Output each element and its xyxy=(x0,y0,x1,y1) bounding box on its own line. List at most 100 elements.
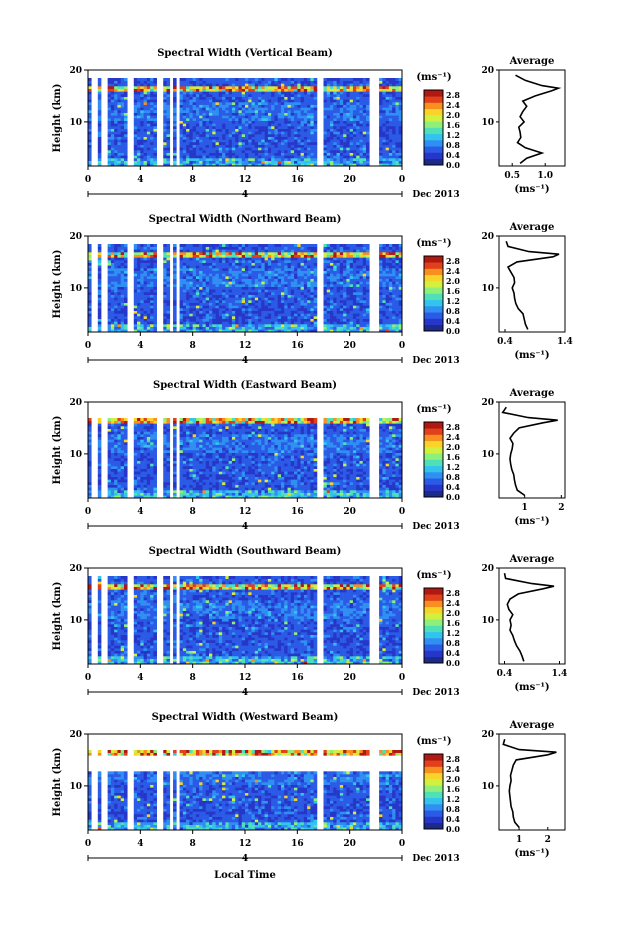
heatmap-cell xyxy=(261,155,265,159)
heatmap-cell xyxy=(385,102,390,105)
heatmap-cell xyxy=(274,126,279,129)
heatmap-cell xyxy=(140,316,144,319)
heatmap-cell xyxy=(137,118,141,121)
heatmap-cell xyxy=(107,118,112,121)
heatmap-cell xyxy=(97,244,102,247)
heatmap-cell xyxy=(146,78,151,81)
heatmap-cell xyxy=(150,324,154,327)
heatmap-cell xyxy=(117,99,122,103)
heatmap-cell xyxy=(117,96,122,100)
heatmap-cell xyxy=(195,305,200,309)
heatmap-cell xyxy=(212,294,216,298)
heatmap-cell xyxy=(284,273,288,277)
heatmap-cell xyxy=(362,110,367,113)
heatmap-cell xyxy=(307,300,311,303)
heatmap-cell xyxy=(163,278,167,282)
heatmap-cell xyxy=(173,252,177,255)
heatmap-cell xyxy=(110,78,115,81)
heatmap-cell xyxy=(107,126,112,129)
heatmap-cell xyxy=(382,128,386,132)
heatmap-cell xyxy=(271,128,275,132)
heatmap-cell xyxy=(326,144,331,148)
heatmap-cell xyxy=(114,281,118,285)
heatmap-cell xyxy=(290,112,295,116)
heatmap-cell xyxy=(97,318,102,322)
heatmap-cell xyxy=(280,91,285,95)
heatmap-cell xyxy=(97,160,102,164)
heatmap-cell xyxy=(343,134,347,137)
heatmap-cell xyxy=(297,321,301,325)
heatmap-cell xyxy=(166,118,171,121)
heatmap-cell xyxy=(123,80,128,84)
heatmap-cell xyxy=(248,321,252,325)
heatmap-cell xyxy=(192,118,197,121)
heatmap-cell xyxy=(245,276,249,279)
heatmap-cell xyxy=(137,155,141,159)
heatmap-cell xyxy=(107,292,112,295)
heatmap-cell xyxy=(150,276,154,279)
heatmap-cell xyxy=(343,297,347,301)
heatmap-cell xyxy=(117,292,122,295)
heatmap-cell xyxy=(205,286,210,290)
panel-2: Spectral Width (Northward Beam)1020Heigh… xyxy=(52,214,573,366)
heatmap-cell xyxy=(215,102,220,105)
heatmap-cell xyxy=(215,273,220,277)
profile-x-label: (ms⁻¹) xyxy=(514,184,549,195)
heatmap-cell xyxy=(310,104,314,108)
heatmap-cell xyxy=(218,316,223,319)
heatmap-cell xyxy=(120,163,125,167)
heatmap-cell xyxy=(150,80,154,84)
heatmap-cell xyxy=(323,252,328,255)
heatmap-cell xyxy=(189,155,193,159)
heatmap-cell xyxy=(290,276,295,279)
heatmap-cell xyxy=(107,249,112,253)
heatmap-cell xyxy=(222,83,226,87)
heatmap-cell xyxy=(336,144,341,148)
heatmap-cell xyxy=(251,112,256,116)
heatmap-cell xyxy=(398,131,403,135)
heatmap-cell xyxy=(290,321,295,325)
heatmap-cell xyxy=(398,99,403,103)
heatmap-cell xyxy=(209,273,213,277)
heatmap-cell xyxy=(241,316,246,319)
heatmap-cell xyxy=(228,115,233,119)
heatmap-cell xyxy=(110,91,115,95)
heatmap-cell xyxy=(114,254,118,258)
heatmap-cell xyxy=(307,329,311,333)
heatmap-cell xyxy=(235,281,239,285)
heatmap-cell xyxy=(248,257,252,261)
heatmap-cell xyxy=(186,94,190,97)
heatmap-cell xyxy=(343,265,347,269)
heatmap-cell xyxy=(173,88,177,92)
heatmap-cell xyxy=(307,257,311,261)
heatmap-cell xyxy=(235,80,239,84)
heatmap-cell xyxy=(271,107,275,111)
heatmap-cell xyxy=(280,252,285,255)
heatmap-cell xyxy=(195,268,200,271)
heatmap-cell xyxy=(137,273,141,277)
heatmap-cell xyxy=(346,300,350,303)
heatmap-cell xyxy=(218,136,223,140)
heatmap-cell xyxy=(359,80,364,84)
heatmap-cell xyxy=(297,254,301,258)
heatmap-cell xyxy=(241,262,246,266)
heatmap-cells xyxy=(88,78,403,167)
heatmap-cell xyxy=(117,134,122,137)
heatmap-cell xyxy=(150,152,154,156)
heatmap-cell xyxy=(313,276,318,279)
heatmap-cell xyxy=(192,110,197,113)
heatmap-cell xyxy=(202,302,207,306)
heatmap-cell xyxy=(107,78,112,81)
heatmap-cell xyxy=(199,313,203,317)
heatmap-cell xyxy=(352,78,357,81)
heatmap-cell xyxy=(107,289,112,293)
heatmap-cell xyxy=(228,305,233,309)
heatmap-cell xyxy=(313,308,318,311)
heatmap-cell xyxy=(349,329,354,333)
colorbar-tick-label: 1.2 xyxy=(446,130,460,140)
heatmap-cell xyxy=(225,155,229,159)
heatmap-cell xyxy=(267,318,272,322)
heatmap-cell xyxy=(146,270,151,274)
heatmap-cell xyxy=(303,260,308,263)
heatmap-cell xyxy=(205,316,210,319)
